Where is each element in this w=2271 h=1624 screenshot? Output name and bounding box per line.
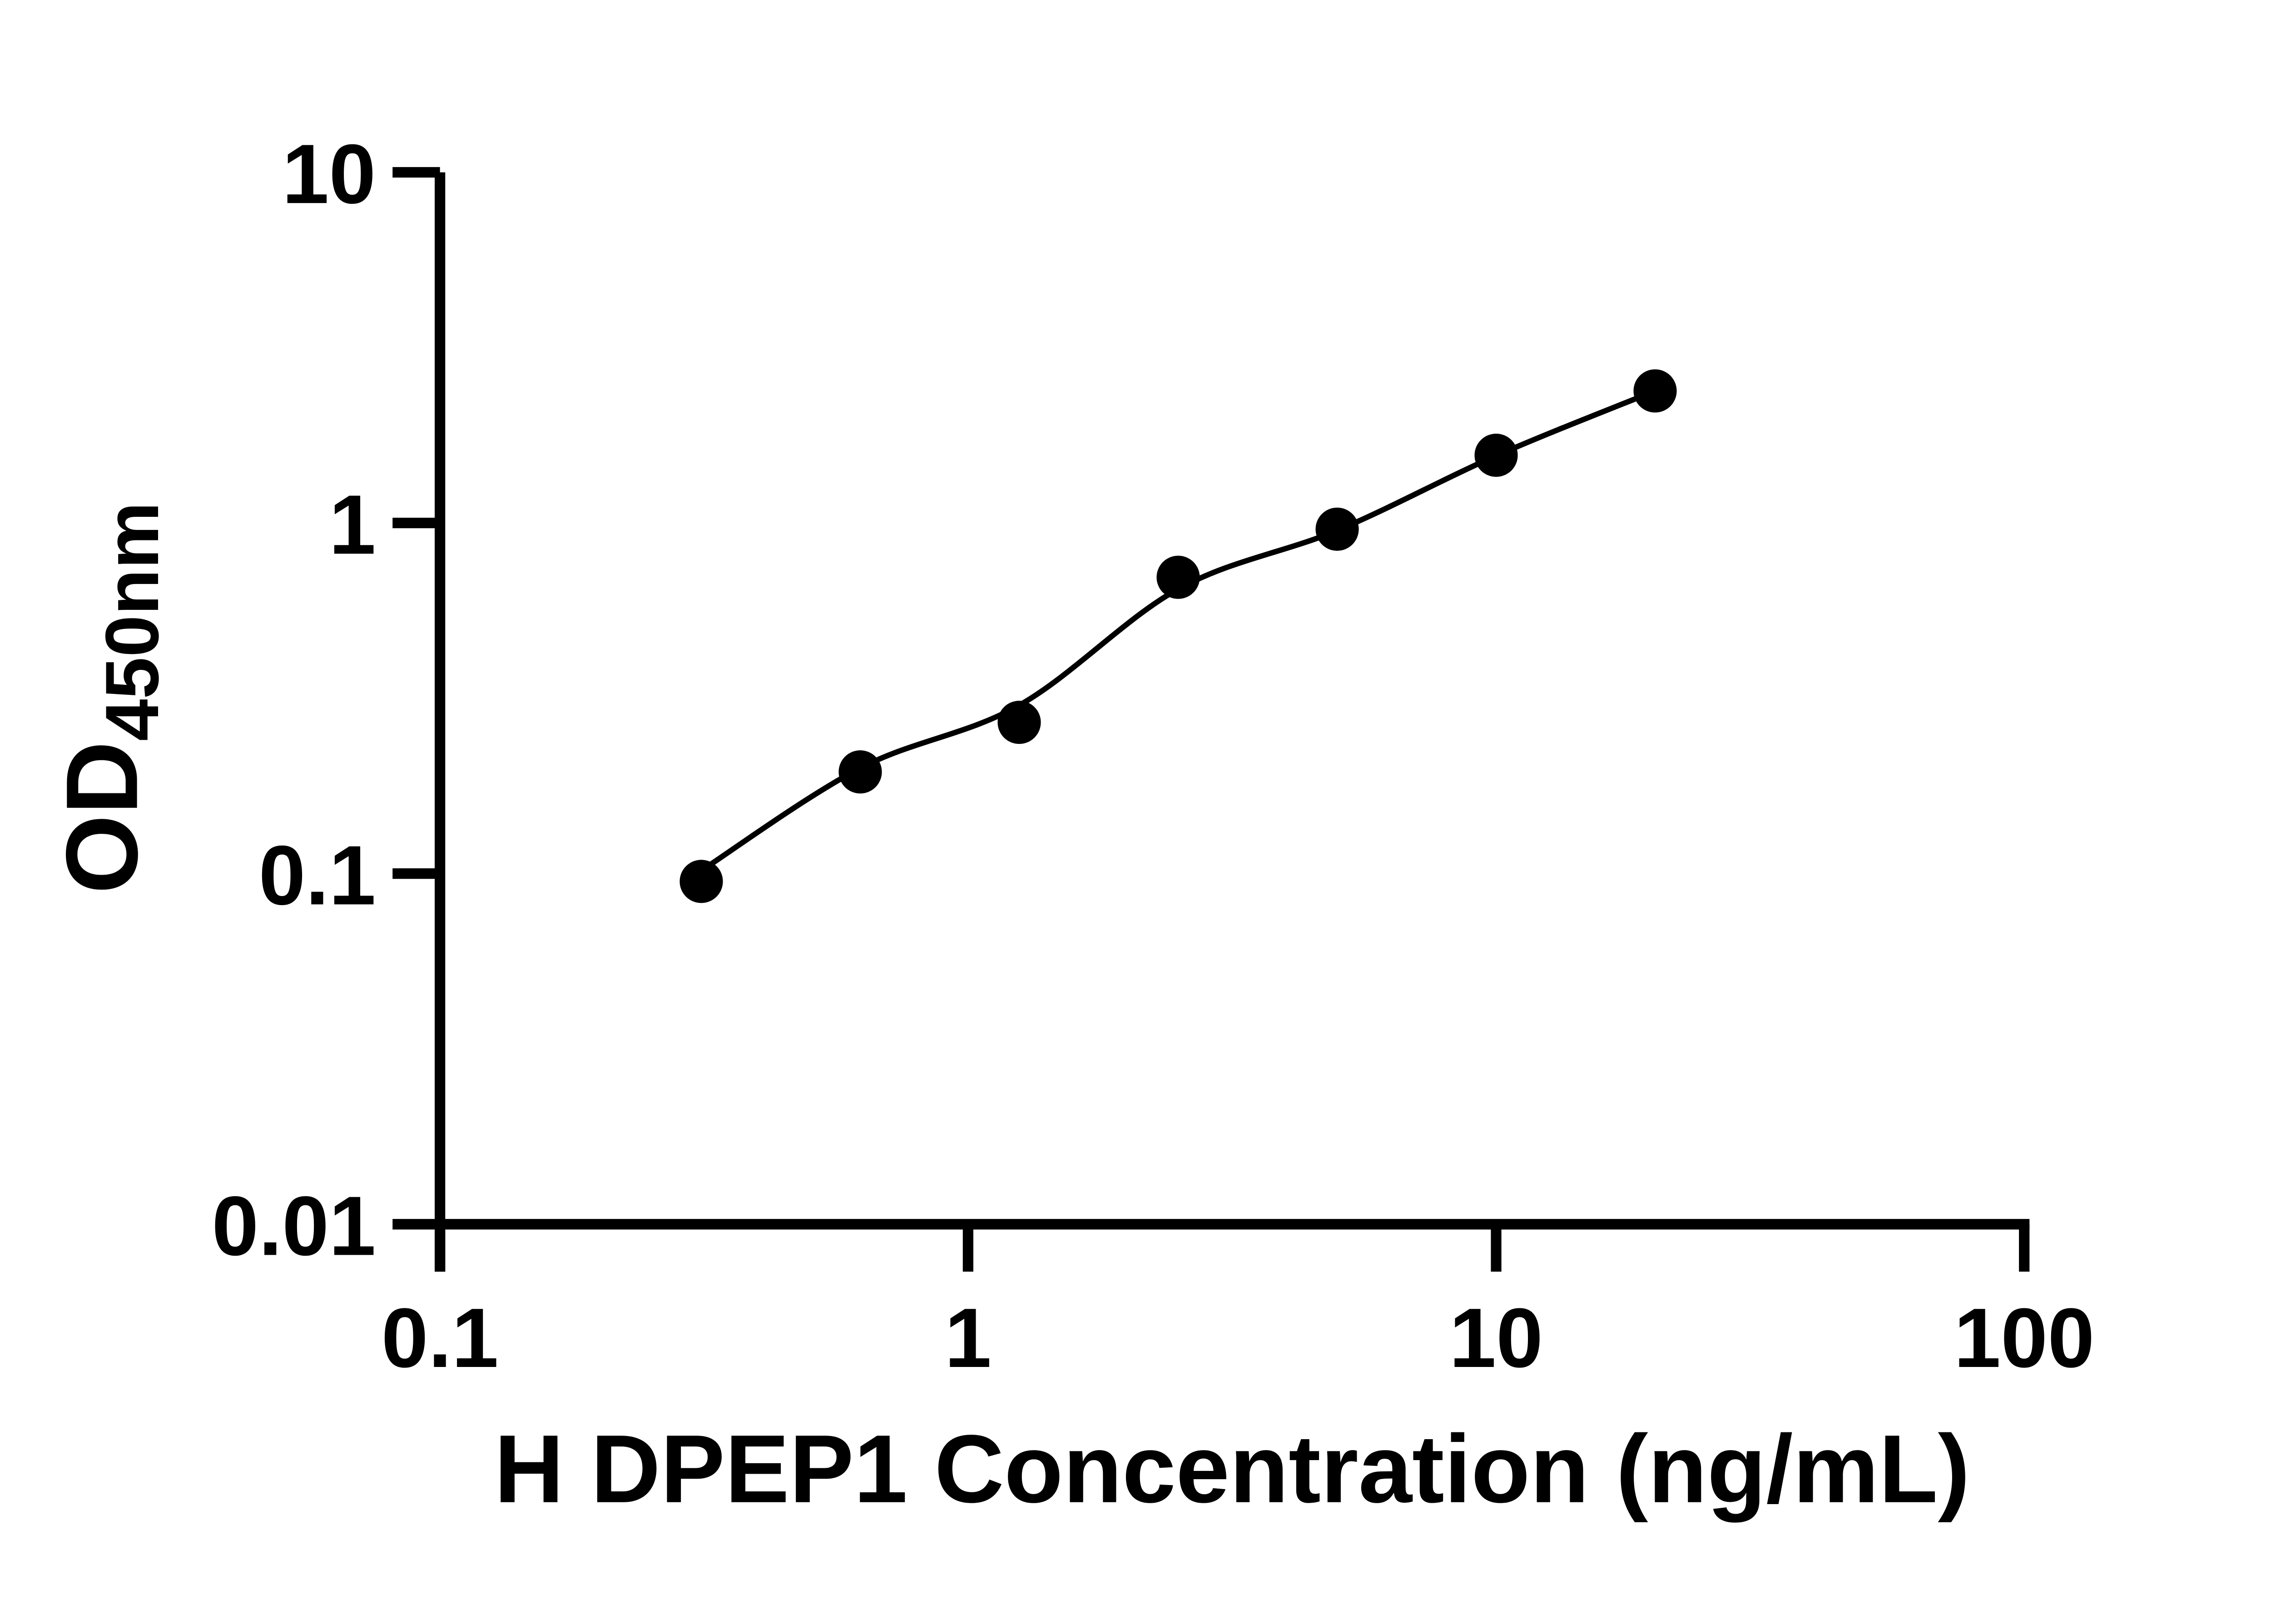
y-tick-label: 0.1 [259, 828, 376, 922]
y-tick-label: 1 [329, 478, 376, 572]
y-axis-title-subscript: 450nm [90, 502, 174, 741]
data-point [997, 701, 1041, 744]
x-tick-label: 10 [1449, 1291, 1543, 1385]
y-axis-title: OD450nm [45, 502, 174, 894]
x-tick-label: 1 [945, 1291, 992, 1385]
y-tick-label: 10 [282, 127, 376, 221]
data-point [1315, 507, 1359, 551]
x-axis-title: H DPEP1 Concentration (ng/mL) [494, 1415, 1970, 1523]
data-point [679, 860, 723, 903]
y-tick-label: 0.01 [212, 1179, 376, 1273]
data-point [838, 750, 882, 794]
x-tick-label: 0.1 [382, 1291, 499, 1385]
x-tick-label: 100 [1954, 1291, 2095, 1385]
data-point [1474, 433, 1518, 477]
data-point [1633, 369, 1677, 413]
y-axis-title-main: OD [45, 741, 159, 894]
data-point [1156, 555, 1200, 599]
